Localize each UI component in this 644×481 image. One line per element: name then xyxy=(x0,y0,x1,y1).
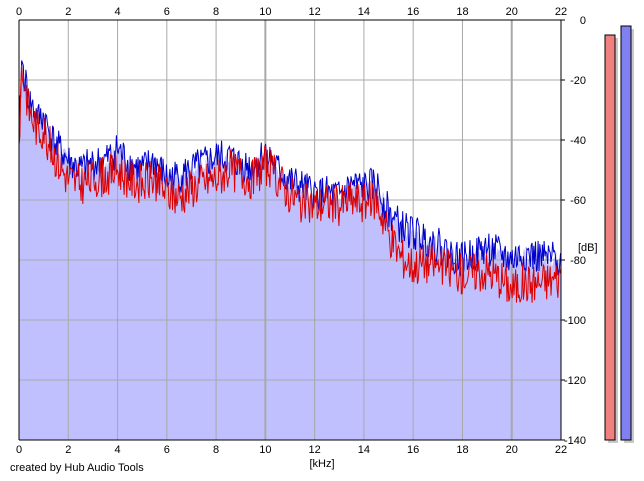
y-axis-label: [dB] xyxy=(578,242,598,254)
x-ticks-top: 0 2 4 6 8 10 12 14 16 18 20 22 xyxy=(16,6,567,18)
y-tick-label: -20 xyxy=(570,75,586,87)
x-tick-label-bottom: 16 xyxy=(407,444,419,456)
level-meter-bar xyxy=(620,25,632,441)
y-tick-label: -100 xyxy=(564,315,586,327)
x-tick-label-bottom: 18 xyxy=(456,444,468,456)
x-tick-label-top: 10 xyxy=(259,6,271,18)
x-tick-label-top: 4 xyxy=(114,6,120,18)
x-tick-label-bottom: 10 xyxy=(259,444,271,456)
y-tick-label: -40 xyxy=(570,135,586,147)
y-tick-label: -60 xyxy=(570,195,586,207)
x-tick-label-bottom: 12 xyxy=(309,444,321,456)
y-ticks-right: 0 -20 -40 -60 -80 -100 -120 -140 xyxy=(561,15,586,447)
series-line-blue xyxy=(18,60,561,277)
series-lines-layer xyxy=(18,60,561,303)
spectrum-fill-layer xyxy=(19,59,561,440)
x-tick-label-bottom: 4 xyxy=(114,444,120,456)
x-tick-label-top: 8 xyxy=(213,6,219,18)
x-tick-label-top: 20 xyxy=(506,6,518,18)
x-tick-label-top: 12 xyxy=(309,6,321,18)
x-tick-label-top: 18 xyxy=(456,6,468,18)
x-tick-label-bottom: 22 xyxy=(555,444,567,456)
series-line-red xyxy=(18,64,561,303)
x-tick-label-bottom: 14 xyxy=(358,444,370,456)
x-axis-label: [kHz] xyxy=(309,458,334,470)
x-tick-label-top: 6 xyxy=(164,6,170,18)
y-tick-label: 0 xyxy=(580,15,586,27)
spectrum-fill-area xyxy=(19,59,561,440)
x-tick-label-bottom: 0 xyxy=(16,444,22,456)
axis-layer xyxy=(18,19,562,441)
x-tick-label-top: 16 xyxy=(407,6,419,18)
x-tick-label-top: 14 xyxy=(358,6,370,18)
level-meter-bar xyxy=(604,34,616,441)
y-tick-label: -120 xyxy=(564,375,586,387)
y-tick-label: -140 xyxy=(564,435,586,447)
x-tick-label-top: 22 xyxy=(555,6,567,18)
x-tick-label-top: 2 xyxy=(65,6,71,18)
level-meters xyxy=(604,25,634,443)
x-ticks-bottom: 0 2 4 6 8 10 12 14 16 18 20 22 xyxy=(16,444,567,456)
x-tick-label-bottom: 20 xyxy=(506,444,518,456)
x-tick-label-bottom: 8 xyxy=(213,444,219,456)
credit-text: created by Hub Audio Tools xyxy=(10,462,144,474)
x-tick-label-bottom: 2 xyxy=(65,444,71,456)
x-tick-label-bottom: 6 xyxy=(164,444,170,456)
y-tick-label: -80 xyxy=(570,255,586,267)
x-tick-label-top: 0 xyxy=(16,6,22,18)
